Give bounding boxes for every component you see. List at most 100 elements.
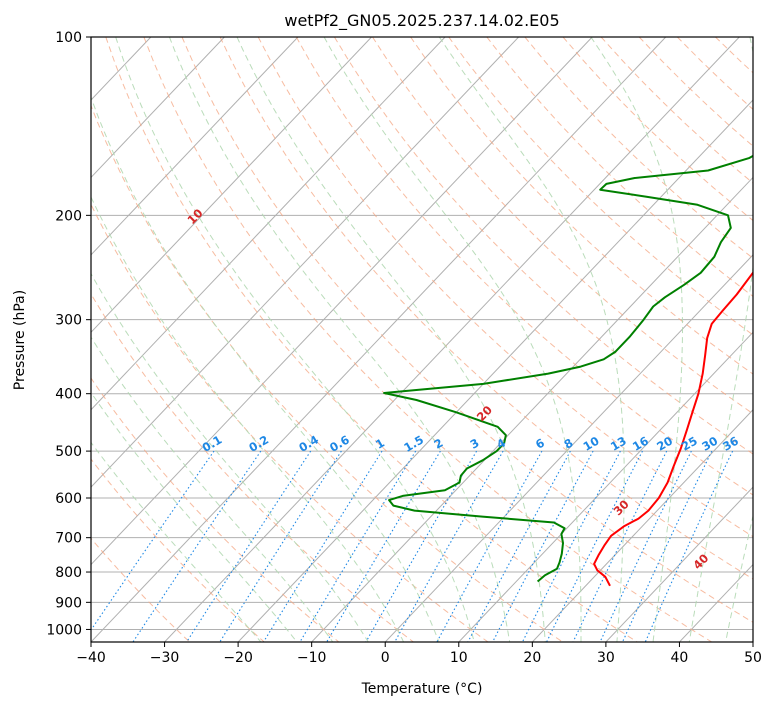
moist-adiabat-line bbox=[91, 441, 262, 642]
dry-adiabat-line bbox=[105, 37, 638, 642]
mixing-ratio-label: 16 bbox=[630, 434, 651, 454]
y-tick-label: 900 bbox=[55, 595, 82, 611]
isotherm-line bbox=[91, 37, 593, 566]
x-tick-label: 0 bbox=[381, 650, 390, 666]
mixing-ratio-label: 25 bbox=[679, 434, 700, 454]
profile-line bbox=[593, 271, 753, 587]
dry-adiabat-line bbox=[91, 458, 265, 642]
isotherm-line bbox=[91, 37, 299, 256]
dry-adiabat-line bbox=[257, 37, 753, 538]
dry-adiabat-line bbox=[91, 104, 563, 642]
x-tick-label: −20 bbox=[223, 650, 253, 666]
x-axis-label: Temperature (°C) bbox=[361, 681, 483, 697]
moist-adiabat-line bbox=[438, 37, 625, 642]
isotherm-line bbox=[0, 37, 4, 642]
mixing-ratio-label: 20 bbox=[654, 434, 675, 454]
y-tick-label: 600 bbox=[55, 491, 82, 507]
mixing-ratio-line bbox=[599, 450, 692, 642]
chart-title: wetPf2_GN05.2025.237.14.02.E05 bbox=[284, 11, 559, 31]
mixing-ratio-line bbox=[299, 450, 417, 642]
y-tick-label: 200 bbox=[55, 208, 82, 224]
mixing-ratio-label: 30 bbox=[699, 434, 720, 454]
moist-adiabat-line bbox=[236, 37, 546, 642]
y-tick-label: 500 bbox=[55, 444, 82, 460]
mixing-ratio-line bbox=[91, 450, 215, 631]
moist-adiabat-line bbox=[590, 37, 683, 642]
mixing-ratio-line bbox=[546, 450, 643, 642]
plot-frame bbox=[90, 36, 754, 643]
y-tick-label: 700 bbox=[55, 531, 82, 547]
x-tick-label: −40 bbox=[76, 650, 106, 666]
mixing-ratio-label: 2 bbox=[431, 436, 445, 452]
background-lines bbox=[0, 37, 753, 642]
mixing-ratio-label: 6 bbox=[533, 436, 547, 452]
isotherm-line bbox=[384, 254, 753, 642]
isotherm-line bbox=[91, 37, 225, 179]
dry-adiabat-line bbox=[91, 203, 489, 642]
mixing-ratio-line bbox=[132, 450, 262, 642]
moist-adiabat-label: 30 bbox=[611, 497, 632, 518]
plot-area: 0.1 0.2 0.4 0.6 1 1.5 2 3 4 6 8 10 13 16 20 25 30 3601020… bbox=[0, 37, 753, 642]
mixing-ratio-line bbox=[522, 450, 621, 642]
mixing-ratio-line bbox=[263, 450, 383, 642]
y-tick-label: 1000 bbox=[46, 622, 82, 638]
isotherm-line bbox=[752, 641, 753, 642]
moist-adiabat-line bbox=[91, 336, 334, 642]
x-tick-label: 30 bbox=[597, 650, 615, 666]
moist-adiabat-line bbox=[115, 37, 475, 642]
dry-adiabat-line bbox=[219, 37, 753, 580]
y-tick-label: 300 bbox=[55, 313, 82, 329]
dry-adiabat-line bbox=[372, 37, 753, 415]
moist-adiabat-line bbox=[168, 37, 511, 642]
x-axis: −40 −30 −20 −10 0 10 20 30 40 50 bbox=[76, 642, 762, 666]
x-tick-label: 20 bbox=[523, 650, 541, 666]
mixing-ratio-line bbox=[644, 450, 734, 642]
isotherm-line bbox=[605, 486, 753, 642]
y-tick-label: 800 bbox=[55, 565, 82, 581]
mixing-ratio-line bbox=[572, 450, 668, 642]
x-tick-label: −30 bbox=[150, 650, 180, 666]
moist-adiabat-line bbox=[688, 37, 753, 642]
isotherm-line bbox=[164, 37, 740, 642]
mixing-ratio-line bbox=[467, 450, 571, 642]
isotherm-line bbox=[91, 37, 520, 488]
profile-line bbox=[383, 154, 753, 583]
dry-adiabat-line bbox=[486, 37, 753, 297]
mixing-ratio-label: 13 bbox=[608, 434, 629, 454]
isotherm-line bbox=[91, 37, 372, 334]
moist-adiabat-line bbox=[91, 196, 405, 642]
mixing-ratio-line bbox=[436, 450, 543, 642]
line-labels: 0.1 0.2 0.4 0.6 1 1.5 2 3 4 6 8 10 13 16 20 25 30 3601020… bbox=[50, 117, 741, 572]
mixing-ratio-line bbox=[492, 450, 594, 642]
y-axis-label: Pressure (hPa) bbox=[12, 290, 28, 390]
mixing-ratio-line bbox=[622, 450, 713, 642]
isotherm-line bbox=[531, 408, 753, 642]
dry-adiabat-line bbox=[410, 37, 753, 375]
moist-adiabat-line bbox=[725, 514, 753, 642]
profile-lines bbox=[383, 154, 753, 587]
moist-adiabat-label: 40 bbox=[690, 551, 711, 572]
dry-adiabat-line bbox=[143, 37, 713, 642]
moist-adiabat-label: 10 bbox=[184, 206, 205, 227]
mixing-ratio-line bbox=[186, 450, 312, 642]
moist-adiabat-line bbox=[91, 391, 298, 642]
y-tick-label: 100 bbox=[55, 30, 82, 46]
moist-adiabat-label: 0 bbox=[50, 117, 66, 133]
y-tick-label: 400 bbox=[55, 387, 82, 403]
mixing-ratio-line bbox=[219, 450, 342, 642]
dry-adiabat-line bbox=[91, 537, 191, 642]
dry-adiabat-line bbox=[333, 37, 753, 455]
x-tick-label: −10 bbox=[297, 650, 327, 666]
dry-adiabat-line bbox=[715, 37, 753, 74]
x-tick-label: 10 bbox=[450, 650, 468, 666]
dry-adiabat-line bbox=[295, 37, 753, 496]
isotherm-line bbox=[91, 37, 667, 642]
dry-adiabat-line bbox=[91, 292, 414, 642]
isotherm-line bbox=[458, 331, 753, 642]
moist-adiabat-line bbox=[91, 272, 369, 642]
isotherm-line bbox=[237, 99, 753, 642]
x-tick-label: 50 bbox=[744, 650, 762, 666]
mixing-ratio-label: 3 bbox=[468, 436, 482, 452]
x-tick-label: 40 bbox=[671, 650, 689, 666]
